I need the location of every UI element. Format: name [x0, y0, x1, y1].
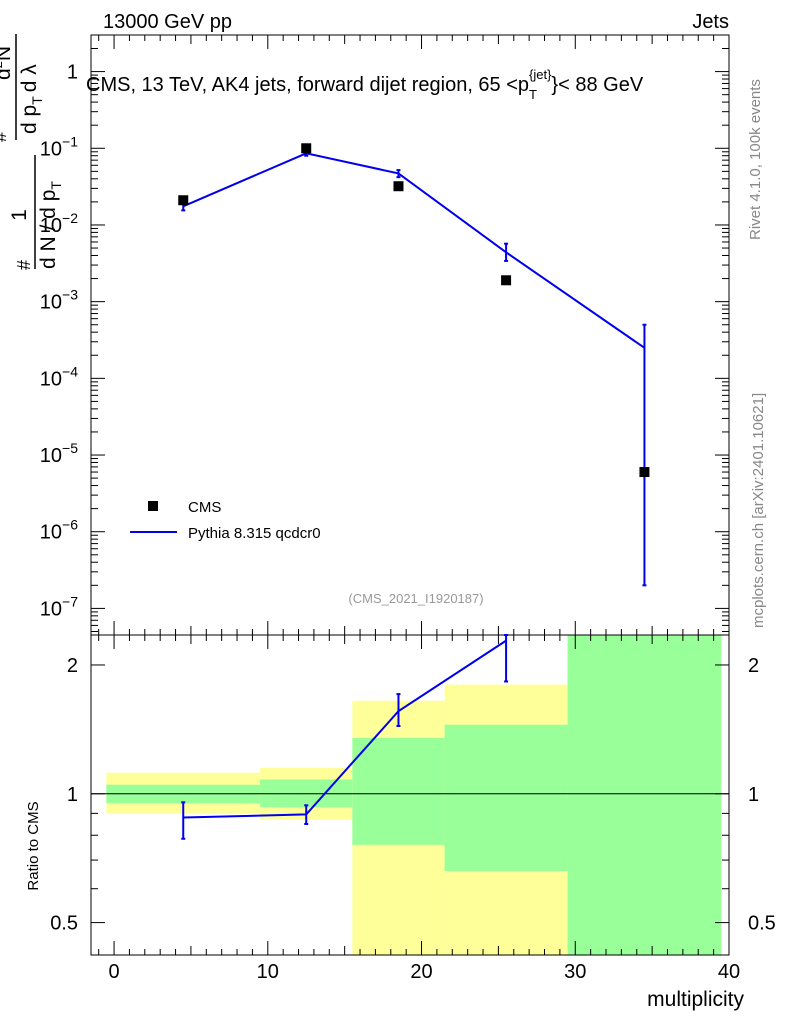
x-tick-label: 10 — [257, 961, 279, 983]
ylabel-frac1-den: d N / d pT — [37, 181, 64, 269]
legend: CMS Pythia 8.315 qcdcr0 — [130, 499, 321, 542]
x-axis-label: multiplicity — [647, 988, 744, 1011]
plot-title-main: CMS, 13 TeV, AK4 jets, forward dijet reg… — [86, 74, 529, 96]
x-tick-label: 30 — [564, 961, 586, 983]
ratio-band-inner-2 — [352, 738, 445, 845]
ratio-y-tick-label: 1 — [67, 784, 78, 806]
main-y-tick-label: 10−2 — [40, 210, 78, 237]
cms-data-point — [178, 195, 189, 206]
plot-title-end: }< 88 GeV — [551, 74, 643, 96]
ratio-y-tick-label-right: 0.5 — [748, 913, 776, 935]
main-frame — [90, 34, 730, 636]
side-label-top: Rivet 4.1.0, 100k events — [747, 79, 764, 240]
ylabel-frac2-sup: 2 — [0, 61, 5, 68]
ylabel-frac2-sub: T — [29, 96, 45, 105]
ratio-panel: 0 10 20 30 40 0.5 0.5 1 1 2 2 — [50, 634, 776, 983]
main-y-tick-label: 10−4 — [40, 363, 78, 390]
x-tick-label: 20 — [410, 961, 432, 983]
analysis-id: (CMS_2021_I1920187) — [348, 591, 483, 606]
plot-title-sup: {jet} — [529, 67, 552, 82]
side-label-bottom: mcplots.cern.ch [arXiv:2401.10621] — [750, 393, 767, 628]
ratio-y-tick-label: 2 — [67, 655, 78, 677]
cms-data-point — [301, 143, 312, 154]
main-y-tick-label: 10−6 — [40, 517, 78, 544]
legend-label-cms: CMS — [188, 499, 221, 516]
ylabel-hash-1: # — [14, 260, 34, 270]
ylabel-frac2-num: d2N — [0, 46, 15, 80]
main-y-tick-label: 10−3 — [40, 287, 78, 314]
plot-title-sub: T — [529, 87, 537, 102]
x-tick-label: 0 — [108, 961, 119, 983]
main-y-tick-label: 10−5 — [40, 440, 78, 467]
ylabel-frac1-sub: T — [48, 181, 64, 190]
ylabel-frac1-num: 1 — [8, 209, 31, 221]
header-left: 13000 GeV pp — [103, 11, 232, 33]
ylabel-hash-2: # — [0, 132, 10, 142]
ratio-y-label: Ratio to CMS — [25, 801, 42, 890]
cms-data-point — [501, 275, 512, 286]
ylabel-frac2-den: d pTd λ — [18, 64, 45, 134]
x-tick-label: 40 — [718, 961, 740, 983]
cms-data-point — [639, 467, 650, 478]
ratio-band-inner-3 — [444, 724, 568, 872]
ratio-y-tick-label: 0.5 — [50, 913, 78, 935]
legend-label-pythia: Pythia 8.315 qcdcr0 — [188, 525, 321, 542]
main-y-tick-label: 10−1 — [40, 133, 78, 160]
legend-marker-cms — [148, 501, 158, 511]
ratio-mc-line — [183, 639, 507, 819]
ratio-frame — [90, 634, 730, 956]
main-y-label: # 1 d N / d pT # d2N d pTd λ — [0, 34, 64, 270]
header-right: Jets — [692, 11, 729, 33]
main-y-tick-label: 10−7 — [40, 593, 78, 620]
mc-line — [182, 152, 646, 349]
ratio-y-tick-label-right: 1 — [748, 784, 759, 806]
main-panel: 1 10−1 10−2 10−3 10−4 10−5 10−6 10−7 — [40, 34, 730, 636]
ratio-band-inner-4 — [567, 635, 722, 955]
ratio-y-tick-label-right: 2 — [748, 655, 759, 677]
main-y-tick-label: 1 — [67, 62, 78, 84]
plot-title: CMS, 13 TeV, AK4 jets, forward dijet reg… — [86, 67, 644, 102]
cms-data-point — [393, 181, 404, 192]
